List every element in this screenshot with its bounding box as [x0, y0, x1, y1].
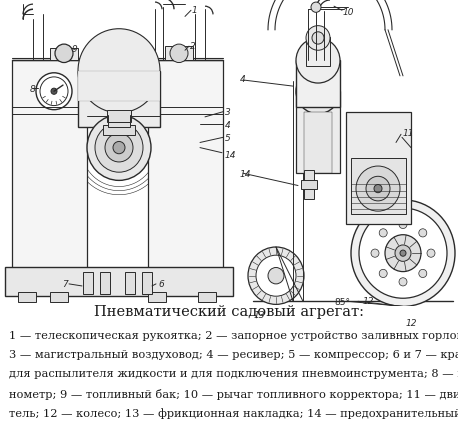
Bar [5, 268, 233, 296]
Text: 11: 11 [403, 128, 414, 138]
Circle shape [374, 185, 382, 193]
Text: 2: 2 [190, 41, 196, 51]
Circle shape [306, 26, 330, 51]
Bar [351, 158, 406, 215]
Text: 5: 5 [225, 133, 231, 143]
Circle shape [268, 268, 284, 284]
Bar [301, 181, 317, 189]
Text: 12: 12 [406, 319, 418, 328]
Circle shape [312, 33, 324, 45]
Circle shape [419, 270, 427, 278]
Text: 10: 10 [343, 8, 354, 17]
Circle shape [40, 78, 68, 106]
Bar [50, 292, 68, 302]
Circle shape [170, 45, 188, 63]
Circle shape [87, 115, 151, 181]
Text: пан.: пан. [9, 423, 35, 426]
Bar [108, 123, 130, 128]
Text: для распылителя жидкости и для подключения пневмоинструмента; 8 — ма-: для распылителя жидкости и для подключен… [9, 368, 458, 378]
Bar [148, 61, 223, 276]
Circle shape [351, 200, 455, 307]
Bar [165, 47, 193, 61]
Bar [78, 72, 160, 128]
Text: 6: 6 [158, 280, 164, 289]
Circle shape [113, 142, 125, 154]
Circle shape [51, 89, 57, 95]
Bar [107, 110, 131, 123]
Text: 4: 4 [240, 75, 246, 84]
Text: 4: 4 [225, 120, 231, 129]
Text: 3 — магистральный воздуховод; 4 — ресивер; 5 — компрессор; 6 и 7 — краны: 3 — магистральный воздуховод; 4 — ресиве… [9, 349, 458, 359]
Bar [346, 112, 411, 225]
Text: 1: 1 [192, 6, 198, 15]
Circle shape [379, 229, 387, 237]
Text: 9: 9 [72, 45, 78, 54]
Bar [296, 92, 340, 174]
Bar [296, 61, 340, 107]
Circle shape [105, 134, 133, 163]
Circle shape [55, 45, 73, 63]
Circle shape [356, 167, 400, 212]
Bar [148, 292, 166, 302]
Bar [125, 272, 135, 294]
Circle shape [399, 278, 407, 286]
Circle shape [78, 30, 160, 113]
Text: 3: 3 [225, 108, 231, 117]
Bar [83, 272, 93, 294]
Circle shape [395, 245, 411, 262]
Circle shape [311, 3, 321, 13]
Bar [78, 72, 160, 102]
Bar [306, 38, 330, 66]
Bar [100, 272, 110, 294]
Text: 8: 8 [30, 84, 36, 93]
Text: Пневматический садовый агрегат:: Пневматический садовый агрегат: [94, 305, 364, 319]
Circle shape [256, 256, 296, 296]
Text: 1 — телескопическая рукоятка; 2 — запорное устройство заливных горловин;: 1 — телескопическая рукоятка; 2 — запорн… [9, 330, 458, 340]
Text: 85°: 85° [334, 297, 350, 306]
Text: 14: 14 [240, 169, 251, 178]
Bar [103, 126, 135, 136]
Circle shape [371, 250, 379, 258]
Bar [304, 112, 332, 174]
Circle shape [36, 74, 72, 110]
Circle shape [296, 69, 340, 115]
Circle shape [359, 209, 447, 299]
Circle shape [296, 39, 340, 84]
Text: тель; 12 — колесо; 13 — фрикционная накладка; 14 — предохранительный кла-: тель; 12 — колесо; 13 — фрикционная накл… [9, 407, 458, 417]
Text: 13: 13 [254, 311, 266, 320]
Circle shape [399, 221, 407, 229]
Bar [304, 171, 314, 199]
Bar [142, 272, 152, 294]
Text: 12: 12 [363, 296, 375, 305]
Circle shape [248, 248, 304, 305]
Circle shape [427, 250, 435, 258]
Text: нометр; 9 — топливный бак; 10 — рычаг топливного корректора; 11 — двига-: нометр; 9 — топливный бак; 10 — рычаг то… [9, 388, 458, 399]
Circle shape [304, 78, 332, 106]
Circle shape [419, 229, 427, 237]
Bar [198, 292, 216, 302]
Circle shape [95, 124, 143, 173]
Bar [18, 292, 36, 302]
Text: 7: 7 [62, 280, 68, 289]
Bar [50, 49, 78, 61]
Circle shape [400, 250, 406, 256]
Text: 14: 14 [225, 151, 236, 160]
Circle shape [366, 177, 390, 201]
Circle shape [385, 235, 421, 272]
Bar [12, 61, 87, 276]
Circle shape [379, 270, 387, 278]
